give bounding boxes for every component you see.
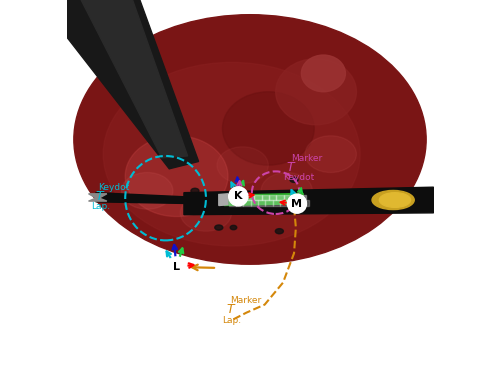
Polygon shape [244,200,250,206]
Circle shape [166,257,187,277]
Polygon shape [276,195,284,200]
Ellipse shape [180,195,232,231]
Text: Marker: Marker [230,296,262,305]
Ellipse shape [122,172,173,209]
Text: Lap.: Lap. [222,316,242,325]
Text: Keydot: Keydot [283,173,314,182]
Ellipse shape [261,172,312,209]
Ellipse shape [215,225,223,230]
Text: T: T [227,303,234,316]
Polygon shape [250,200,258,206]
Text: Lap.: Lap. [92,202,110,211]
Polygon shape [236,200,244,206]
Text: K: K [234,191,242,201]
Polygon shape [291,195,298,200]
Polygon shape [280,200,287,206]
Text: L: L [173,262,180,272]
Polygon shape [298,195,306,200]
Circle shape [228,187,248,206]
Polygon shape [96,193,198,204]
Polygon shape [273,200,280,206]
Text: M: M [292,199,302,209]
Polygon shape [284,195,291,200]
Polygon shape [288,200,295,206]
Ellipse shape [380,193,410,207]
Ellipse shape [372,190,414,210]
Polygon shape [302,200,310,206]
Polygon shape [247,195,254,200]
Polygon shape [254,195,262,200]
Ellipse shape [230,225,237,230]
Polygon shape [81,0,188,158]
Polygon shape [228,200,236,206]
Text: Keydot: Keydot [98,183,129,192]
Ellipse shape [74,15,426,264]
Ellipse shape [290,177,298,182]
Polygon shape [184,187,434,215]
Ellipse shape [276,229,283,234]
Polygon shape [240,195,247,200]
Text: Marker: Marker [291,154,322,163]
Circle shape [288,194,306,213]
Polygon shape [269,195,276,200]
Ellipse shape [125,136,228,217]
Ellipse shape [191,188,199,193]
Ellipse shape [103,62,360,246]
Ellipse shape [276,59,356,125]
Text: T: T [286,161,294,174]
Polygon shape [262,195,269,200]
Ellipse shape [305,136,356,172]
Polygon shape [232,195,239,200]
Polygon shape [225,195,232,200]
Text: T: T [95,190,103,203]
Polygon shape [224,193,303,206]
Polygon shape [88,194,107,199]
Polygon shape [258,200,266,206]
Polygon shape [66,0,198,169]
Ellipse shape [222,92,314,165]
Polygon shape [295,200,302,206]
Ellipse shape [302,55,346,92]
Polygon shape [219,194,228,206]
Polygon shape [88,197,107,201]
Ellipse shape [217,147,268,184]
Polygon shape [266,200,273,206]
